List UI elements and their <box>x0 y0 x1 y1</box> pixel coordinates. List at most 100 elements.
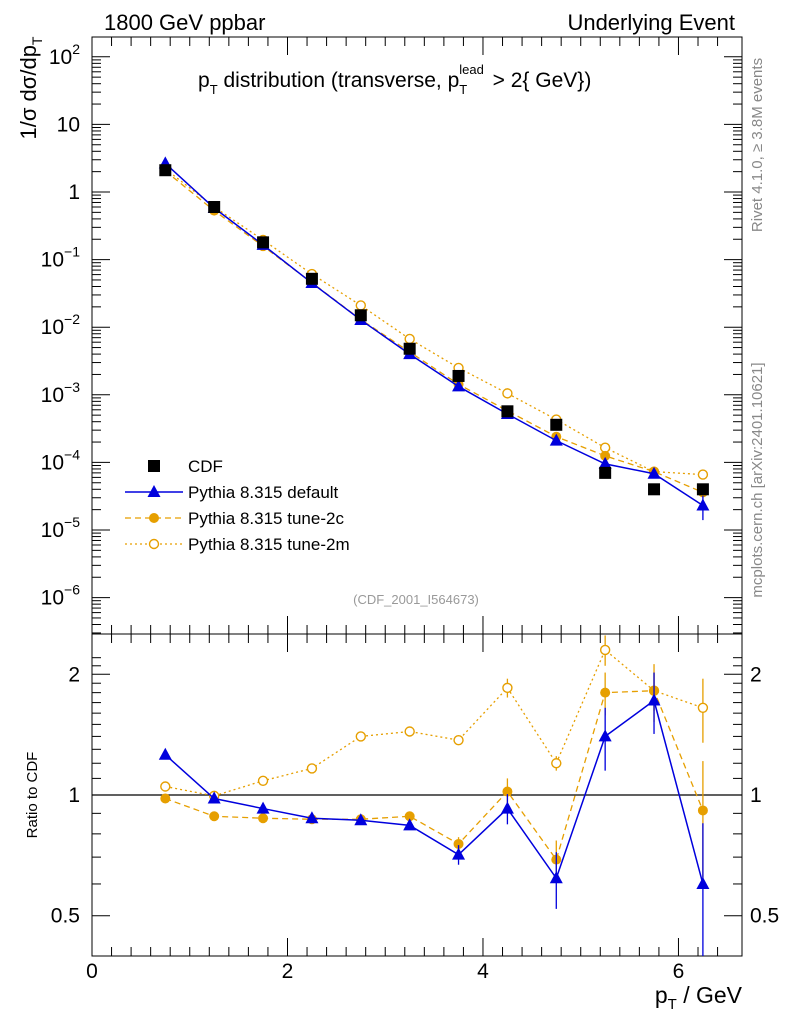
rivet-version-label: Rivet 4.1.0, ≥ 3.8M events <box>749 58 766 232</box>
y-tick-label: 1 <box>68 181 80 204</box>
series-tune2c <box>160 165 708 498</box>
data-point-tune2m <box>404 333 415 345</box>
y-tick-label: 10−6 <box>41 582 81 610</box>
y-tick-label: 10−4 <box>41 446 81 474</box>
data-point-default <box>598 729 612 742</box>
data-point-tune2m <box>599 644 611 656</box>
svg-text:pT distribution (transverse, p: pT distribution (transverse, pTlead > 2{… <box>198 62 591 97</box>
data-point-default <box>452 379 466 392</box>
ratio-y-tick-label-right: 1 <box>750 784 762 807</box>
data-point-default <box>647 693 661 706</box>
data-point-tune2c <box>697 805 708 816</box>
data-point-tune2m <box>502 388 513 399</box>
series-line-tune2c <box>164 170 704 493</box>
data-point-cdf <box>648 483 661 496</box>
data-point-tune2c <box>502 786 513 797</box>
x-tick-label: 4 <box>477 960 489 983</box>
series-line-default <box>164 162 704 507</box>
svg-text:1/σ dσ/dpT: 1/σ dσ/dpT <box>16 36 45 139</box>
x-tick-label: 2 <box>282 960 294 983</box>
data-point-cdf <box>501 405 514 418</box>
data-point-cdf <box>354 309 367 322</box>
ratio-y-tick-label-right: 2 <box>750 663 762 686</box>
ratio-y-tick-label: 2 <box>68 663 80 686</box>
y-tick-label: 10−1 <box>41 244 81 272</box>
data-point-default <box>305 811 319 824</box>
header-analysis: Underlying Event <box>567 10 735 35</box>
data-point-default <box>452 847 466 860</box>
main-axes: 102 10 1 10−1 10−2 10−3 10−4 10−5 10−6 <box>41 37 742 634</box>
data-point-tune2c <box>600 687 611 698</box>
ratio-y-tick-label: 0.5 <box>51 905 80 928</box>
ratio-y-tick-label-right: 0.5 <box>750 905 779 928</box>
data-point-default <box>598 456 612 469</box>
legend-marker-tune2m <box>148 538 160 550</box>
y-tick-label: 10−2 <box>41 311 81 339</box>
y-tick-label: 102 <box>49 41 80 69</box>
data-point-default <box>549 433 563 446</box>
data-point-default <box>500 801 514 814</box>
data-point-tune2c <box>258 813 269 824</box>
main-y-axis-label: 1/σ dσ/dpT <box>16 36 45 139</box>
legend-label-default: Pythia 8.315 default <box>188 483 339 502</box>
data-point-default <box>207 791 221 804</box>
series-tune2c <box>160 664 708 882</box>
y-tick-label: 10−3 <box>41 379 81 407</box>
analysis-id-watermark: (CDF_2001_I564673) <box>353 592 479 607</box>
data-point-default <box>354 813 368 826</box>
ratio-y-axis-label: Ratio to CDF <box>24 752 41 839</box>
series-line-tune2m <box>164 168 703 476</box>
data-point-tune2m <box>697 702 709 713</box>
legend-marker-cdf <box>148 460 160 472</box>
mcplots-label: mcplots.cern.ch [arXiv:2401.10621] <box>749 362 766 597</box>
data-point-cdf <box>550 418 563 431</box>
series-line-tune2m <box>165 648 704 797</box>
data-point-tune2m <box>599 442 611 453</box>
x-tick-label: 0 <box>86 960 98 983</box>
series-line-tune2c <box>165 690 704 862</box>
data-point-cdf <box>159 164 172 177</box>
data-point-default <box>158 747 172 760</box>
series-cdf <box>159 164 709 496</box>
data-point-tune2m <box>160 781 171 792</box>
data-point-default <box>647 466 661 479</box>
legend-label-tune2c: Pythia 8.315 tune-2c <box>188 509 344 528</box>
data-point-tune2m <box>697 469 709 480</box>
data-point-default <box>403 818 417 831</box>
legend-label-tune2m: Pythia 8.315 tune-2m <box>188 535 350 554</box>
data-point-default <box>256 801 270 814</box>
series-tune2m <box>160 635 709 802</box>
data-point-tune2m <box>355 300 366 311</box>
data-point-tune2m <box>551 758 562 769</box>
y-tick-label: 10 <box>57 113 80 136</box>
ratio-axes: 0 2 4 6 0.5 0.5 1 1 2 2 <box>51 634 779 983</box>
legend-marker-tune2c <box>149 513 159 523</box>
legend-marker-default <box>147 485 161 497</box>
data-point-tune2c <box>404 811 415 822</box>
series-default <box>158 672 710 956</box>
data-point-tune2m <box>306 763 318 774</box>
data-point-cdf <box>599 466 612 479</box>
main-series <box>158 156 710 521</box>
data-point-cdf <box>257 236 270 249</box>
data-point-tune2m <box>502 682 513 694</box>
x-axis-label: pT / GeV <box>655 982 743 1013</box>
ratio-series <box>158 635 710 956</box>
series-tune2m <box>160 163 709 480</box>
data-point-cdf <box>696 483 709 496</box>
ratio-y-tick-label: 1 <box>68 784 80 807</box>
data-point-default <box>549 871 563 884</box>
data-point-tune2m <box>355 731 366 742</box>
data-point-tune2c <box>600 450 611 461</box>
series-line-default <box>164 699 704 885</box>
data-point-tune2m <box>404 726 415 737</box>
data-point-tune2c <box>160 793 171 804</box>
legend: CDF Pythia 8.315 default Pythia 8.315 tune… <box>125 457 350 554</box>
data-point-tune2c <box>453 838 464 849</box>
data-point-cdf <box>208 200 221 213</box>
x-tick-label: 6 <box>673 960 685 983</box>
data-point-default <box>696 876 710 889</box>
data-point-tune2m <box>453 734 464 746</box>
data-point-tune2m <box>257 775 269 786</box>
